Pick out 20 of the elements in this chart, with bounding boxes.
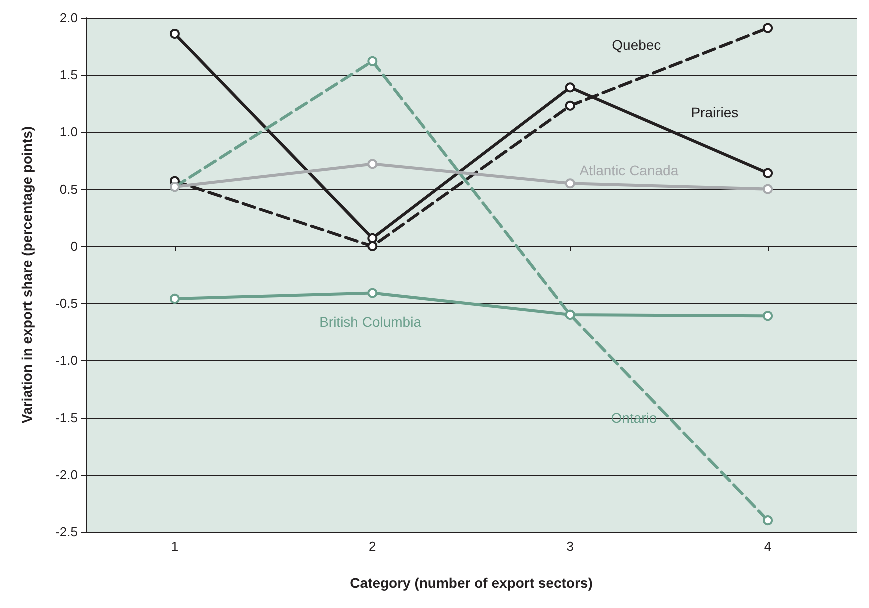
y-tick-label: 0.5 — [60, 182, 78, 197]
y-tick-label: 1.5 — [60, 68, 78, 83]
y-tick-label: 1.0 — [60, 124, 78, 140]
y-tick-label: -1.5 — [56, 410, 78, 426]
y-tick-label: -2.5 — [56, 524, 78, 540]
x-tick-label: 3 — [566, 539, 574, 554]
series-label: Quebec — [612, 37, 662, 54]
y-tick-label: 2.0 — [60, 10, 78, 26]
x-tick-label: 1 — [171, 539, 179, 554]
y-tick-label: -2.0 — [56, 467, 78, 482]
y-tick-label: 0 — [70, 238, 78, 254]
y-tick-label: -0.5 — [56, 296, 78, 312]
series-label: British Columbia — [320, 314, 422, 330]
series-label: Atlantic Canada — [580, 162, 679, 178]
series-label: Prairies — [691, 104, 739, 121]
y-tick-label: -1.0 — [56, 353, 78, 368]
x-axis-title: Category (number of export sectors) — [350, 575, 593, 591]
x-tick-label: 2 — [369, 539, 376, 554]
x-tick-label: 4 — [764, 539, 772, 554]
y-axis-title: Variation in export share (percentage points) — [19, 126, 35, 424]
